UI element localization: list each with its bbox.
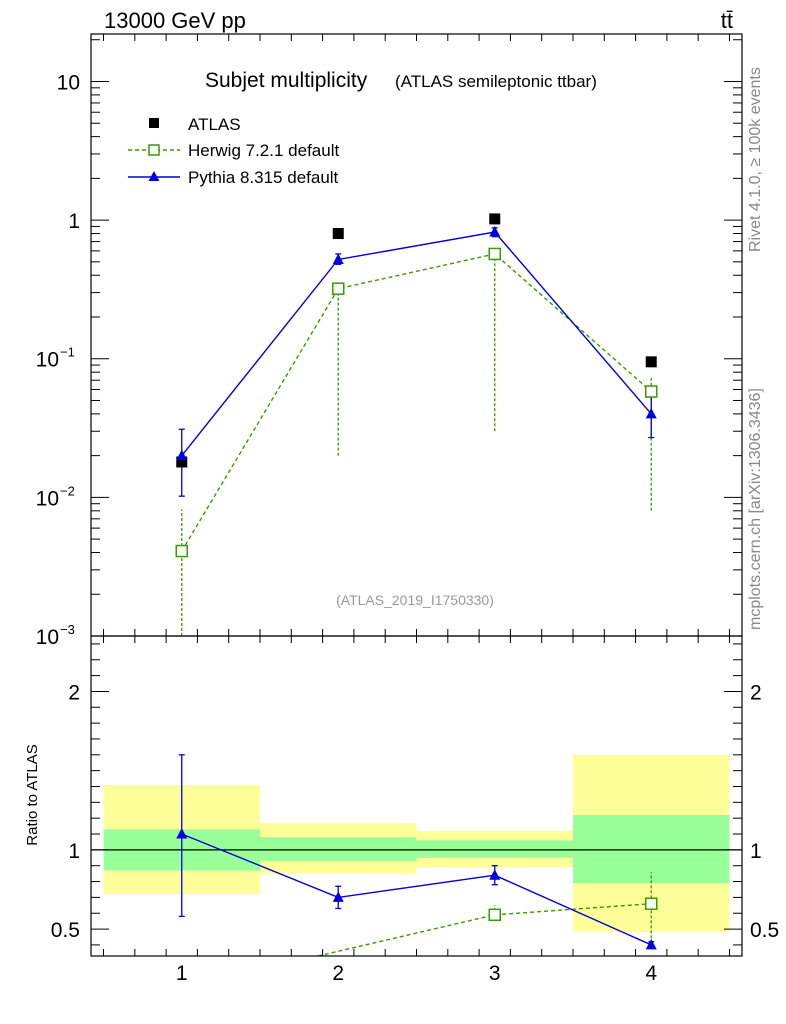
atlas-main-point (176, 456, 188, 468)
pythia-ratio-point (176, 828, 188, 839)
pythia-ratio-point (332, 891, 344, 902)
ratio-y-tick-label-left: 0.5 (51, 919, 80, 942)
pythia-main-point (645, 407, 657, 419)
energy-label: 13000 GeV pp (104, 8, 246, 33)
legend-atlas-marker (149, 118, 159, 128)
ratio-y-tick-label-left: 1 (68, 840, 80, 863)
main-y-tick-label: 10 (36, 487, 59, 510)
ratio-ylabel: Ratio to ATLAS (24, 744, 41, 845)
ratio-band-green (260, 837, 417, 861)
legend-herwig-marker (148, 144, 160, 156)
legend: ATLAS Herwig 7.2.1 default Pythia 8.315 … (128, 115, 339, 187)
ratio-band-green (416, 840, 573, 858)
herwig-main-point (175, 544, 189, 558)
herwig-main-line (181, 253, 652, 552)
ratio-x-tick-label: 3 (489, 962, 501, 985)
herwig-ratio-point (644, 897, 658, 910)
herwig-main-point (644, 385, 658, 398)
pythia-ratio-line (181, 833, 652, 946)
ratio-y-tick-label-right: 1 (750, 840, 762, 863)
pythia-main-point (332, 253, 344, 264)
herwig-main-point (332, 282, 345, 295)
main-y-tick-exponent: −2 (60, 483, 75, 498)
ratio-x-tick-label: 4 (645, 962, 657, 985)
ratio-y-tick-label-right: 2 (750, 681, 762, 704)
pythia-ratio-point (489, 869, 501, 880)
legend-atlas-label: ATLAS (188, 115, 241, 134)
ratio-x-tick-label: 2 (332, 962, 344, 985)
pythia-main-line (181, 231, 652, 457)
atlas-main-point (645, 356, 657, 368)
legend-pythia-label: Pythia 8.315 default (188, 168, 339, 187)
legend-pythia-marker (148, 171, 160, 181)
main-plot-subtitle: (ATLAS semileptonic ttbar) (395, 72, 597, 91)
main-y-tick-label: 10 (57, 71, 80, 94)
ratio-y-tick-label-right: 0.5 (750, 919, 779, 942)
herwig-ratio-point (488, 908, 501, 922)
ratio-plot-frame (90, 635, 743, 957)
ratio-x-tick-label: 1 (176, 962, 188, 985)
main-y-tick-label: 1 (68, 210, 80, 233)
pythia-main-point (176, 449, 188, 461)
pythia-ratio-point (645, 938, 657, 950)
atlas-main-point (489, 213, 501, 225)
process-label: tt̄ (721, 8, 733, 33)
main-plot-title: Subjet multiplicity (205, 69, 368, 92)
main-y-tick-exponent: −1 (60, 345, 75, 360)
ratio-band-green (572, 815, 730, 884)
legend-herwig-label: Herwig 7.2.1 default (188, 141, 339, 160)
herwig-main-point (488, 247, 501, 261)
main-y-tick-exponent: −3 (60, 622, 75, 637)
main-y-tick-label: 10 (36, 626, 59, 649)
main-y-tick-label: 10 (36, 349, 59, 372)
mcplots-label: mcplots.cern.ch [arXiv:1306.3436] (747, 388, 764, 630)
ratio-y-tick-label-left: 2 (68, 681, 80, 704)
analysis-watermark: (ATLAS_2019_I1750330) (336, 592, 494, 608)
atlas-main-point (332, 228, 344, 240)
pythia-main-point (489, 226, 501, 237)
rivet-version-label: Rivet 4.1.0, ≥ 100k events (747, 67, 764, 252)
